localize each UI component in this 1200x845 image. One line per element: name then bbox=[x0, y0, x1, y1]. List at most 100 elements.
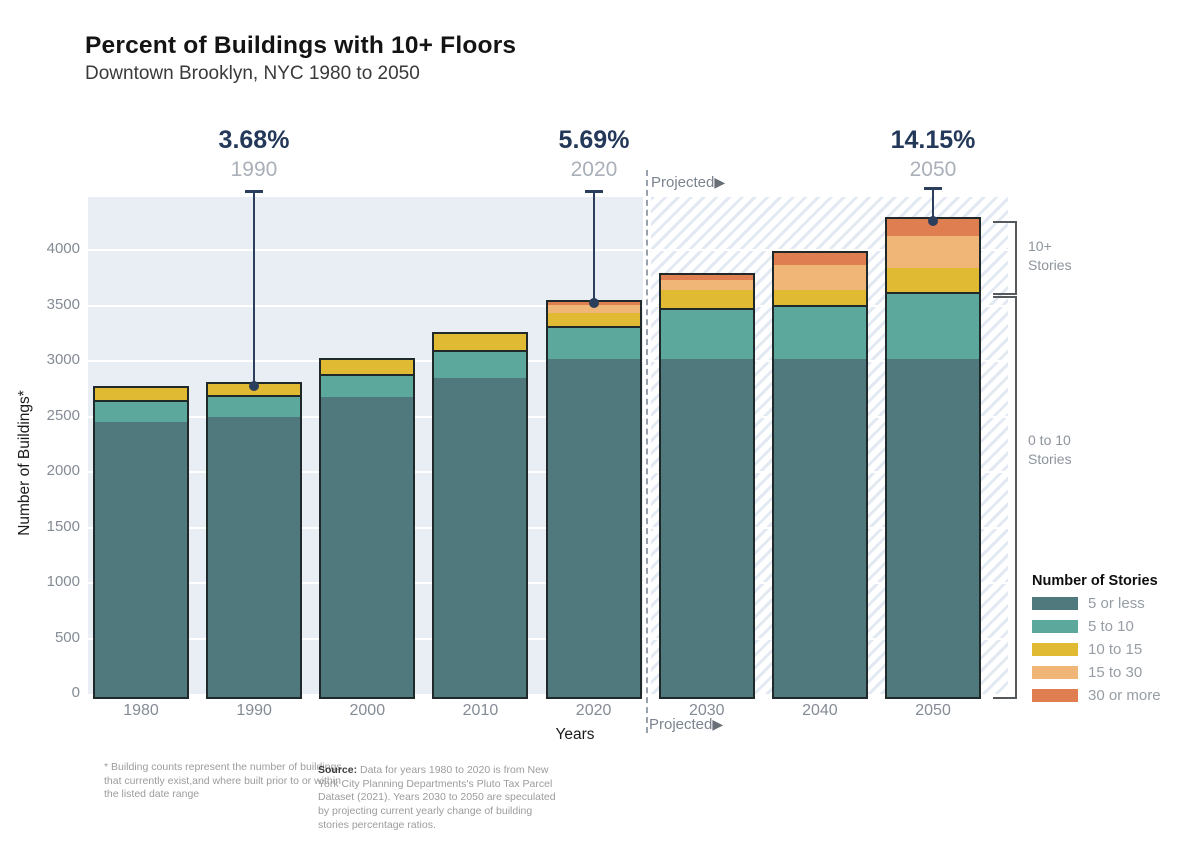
bar-segment-30-or-more bbox=[887, 219, 980, 237]
bracket-10plus-stories bbox=[993, 221, 1017, 295]
bracket-0to10-stories bbox=[993, 296, 1017, 699]
x-tick-label: 2020 bbox=[575, 702, 612, 719]
bar-2040 bbox=[771, 251, 868, 699]
legend-swatch bbox=[1032, 597, 1078, 610]
legend: Number of Stories 5 or less 5 to 10 10 to … bbox=[1032, 573, 1200, 704]
bar-segment-5-to-10 bbox=[321, 373, 414, 398]
y-tick-label: 2000 bbox=[46, 462, 80, 480]
callout-1990-percent: 3.68% bbox=[218, 126, 290, 154]
bar-segment-5-to-10 bbox=[547, 326, 640, 360]
projected-divider-line bbox=[646, 170, 648, 733]
legend-label: 30 or more bbox=[1088, 687, 1161, 704]
y-tick-label: 2500 bbox=[46, 406, 80, 424]
bar-segment-5-to-10 bbox=[208, 394, 301, 417]
x-tick-label: 2010 bbox=[462, 702, 499, 719]
source-text: Data for years 1980 to 2020 is from New … bbox=[318, 764, 556, 831]
bar-segment-15-to-30 bbox=[773, 265, 866, 290]
legend-label: 5 or less bbox=[1088, 595, 1145, 612]
legend-swatch bbox=[1032, 689, 1078, 702]
legend-item: 5 to 10 bbox=[1032, 618, 1200, 635]
bar-segment-5-to-10 bbox=[887, 292, 980, 360]
bar-segment-15-to-30 bbox=[547, 304, 640, 314]
legend-item: 15 to 30 bbox=[1032, 664, 1200, 681]
bar-2020 bbox=[545, 299, 642, 699]
bar-segment-10-to-15 bbox=[547, 313, 640, 327]
legend-item: 30 or more bbox=[1032, 687, 1200, 704]
legend-swatch bbox=[1032, 643, 1078, 656]
bar-segment-10-to-15 bbox=[773, 289, 866, 305]
x-tick-label: 2050 bbox=[915, 702, 951, 719]
bar-1990 bbox=[206, 381, 303, 699]
legend-label: 10 to 15 bbox=[1088, 641, 1143, 658]
bar-segment-5-or-less bbox=[321, 397, 414, 697]
bar-segment-15-to-30 bbox=[660, 279, 753, 290]
x-tick-label: 1990 bbox=[236, 702, 272, 719]
y-tick-label: 3500 bbox=[46, 295, 80, 313]
callout-2020: 5.69% 2020 bbox=[559, 126, 630, 182]
bar-segment-5-or-less bbox=[95, 422, 187, 697]
plot-area bbox=[88, 197, 1008, 699]
y-tick-label: 4000 bbox=[46, 240, 80, 258]
bar-1980 bbox=[93, 386, 189, 699]
y-tick-label: 1000 bbox=[46, 573, 80, 591]
bar-segment-5-or-less bbox=[773, 359, 866, 697]
x-tick-label: 2040 bbox=[802, 702, 838, 719]
bar-2050 bbox=[885, 217, 982, 699]
bar-segment-30-or-more bbox=[660, 274, 753, 280]
footnote-building-counts: * Building counts represent the number o… bbox=[104, 761, 342, 801]
legend-item: 10 to 15 bbox=[1032, 641, 1200, 658]
bar-segment-5-or-less bbox=[547, 359, 640, 697]
legend-label: 5 to 10 bbox=[1088, 618, 1134, 635]
chart-title: Percent of Buildings with 10+ Floors bbox=[85, 32, 517, 59]
legend-item: 5 or less bbox=[1032, 595, 1200, 612]
callout-1990-pin-dot bbox=[249, 381, 259, 391]
bar-segment-5-or-less bbox=[434, 377, 527, 697]
callout-2020-pin-line bbox=[593, 190, 595, 303]
side-label-10plus: 10+ Stories bbox=[1028, 238, 1072, 273]
bar-segment-10-to-15 bbox=[887, 267, 980, 293]
legend-rows: 5 or less 5 to 10 10 to 15 15 to 30 30 or mo… bbox=[1032, 595, 1200, 704]
projected-label-bottom: Projected▶ bbox=[649, 716, 724, 733]
callout-2050: 14.15% 2050 bbox=[891, 126, 976, 182]
legend-label: 15 to 30 bbox=[1088, 664, 1143, 681]
callout-2020-year: 2020 bbox=[570, 158, 618, 181]
bar-segment-10-to-15 bbox=[660, 289, 753, 308]
legend-swatch bbox=[1032, 666, 1078, 679]
y-tick-label: 0 bbox=[71, 684, 80, 701]
footnote-source: Source: Data for years 1980 to 2020 is f… bbox=[318, 764, 558, 832]
bar-segment-5-or-less bbox=[208, 416, 301, 697]
callout-2050-percent: 14.15% bbox=[890, 126, 976, 154]
bar-segment-5-to-10 bbox=[773, 304, 866, 360]
callout-1990-year: 1990 bbox=[230, 158, 278, 181]
callout-1990-pin-line bbox=[253, 190, 255, 386]
bar-segment-5-to-10 bbox=[95, 400, 187, 423]
bar-segment-10-to-15 bbox=[321, 360, 414, 374]
y-tick-label: 1500 bbox=[46, 517, 80, 535]
legend-swatch bbox=[1032, 620, 1078, 633]
gridline bbox=[88, 249, 1008, 252]
x-axis-title: Years bbox=[555, 726, 595, 743]
callout-2050-year: 2050 bbox=[909, 158, 957, 181]
callout-1990: 3.68% 1990 bbox=[219, 126, 290, 182]
bar-segment-30-or-more bbox=[773, 253, 866, 266]
bar-2000 bbox=[319, 358, 416, 699]
projected-label-top: Projected▶ bbox=[651, 174, 726, 191]
x-tick-label: 1980 bbox=[123, 702, 159, 719]
bar-segment-5-or-less bbox=[660, 359, 753, 697]
bar-2030 bbox=[658, 272, 755, 699]
bar-segment-15-to-30 bbox=[887, 236, 980, 268]
source-label: Source: bbox=[318, 764, 358, 776]
bar-segment-5-or-less bbox=[887, 359, 980, 697]
legend-title: Number of Stories bbox=[1032, 573, 1158, 589]
side-label-0to10: 0 to 10 Stories bbox=[1028, 432, 1072, 467]
callout-2050-pin-dot bbox=[928, 216, 938, 226]
bar-2010 bbox=[432, 331, 529, 699]
y-tick-label: 3000 bbox=[46, 351, 80, 369]
callout-2020-pin-dot bbox=[589, 298, 599, 308]
callout-2050-pin-line bbox=[932, 187, 934, 221]
y-tick-label: 500 bbox=[54, 628, 80, 646]
x-tick-label: 2000 bbox=[349, 702, 386, 719]
x-tick-label: 2030 bbox=[688, 702, 725, 719]
bar-segment-10-to-15 bbox=[95, 388, 187, 401]
